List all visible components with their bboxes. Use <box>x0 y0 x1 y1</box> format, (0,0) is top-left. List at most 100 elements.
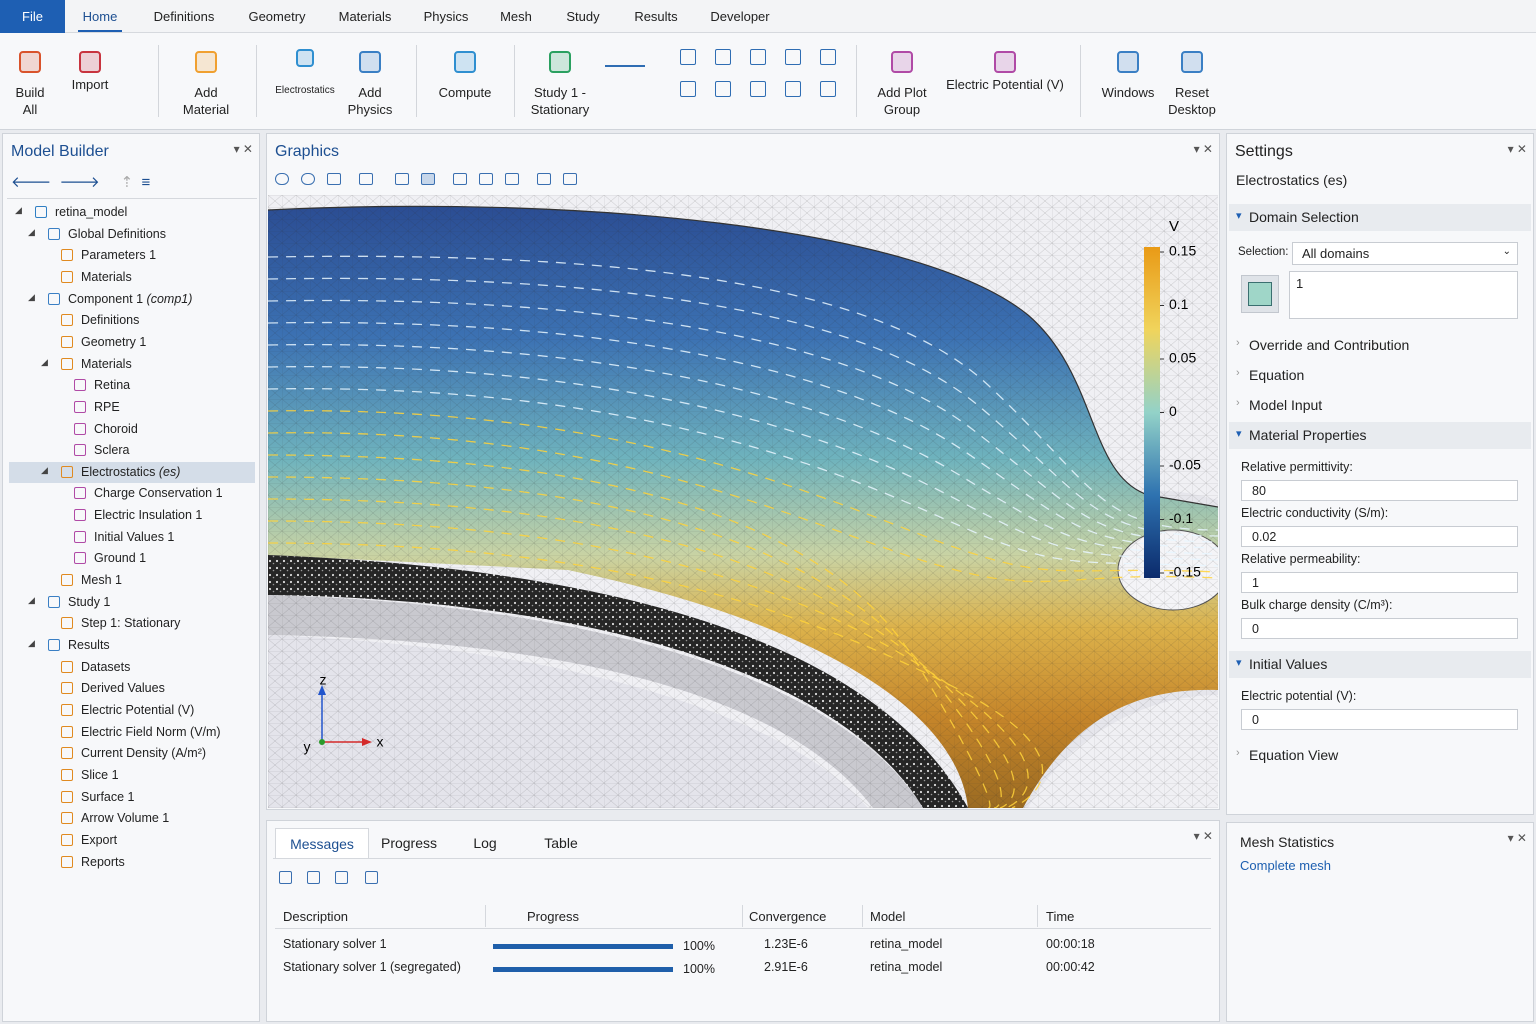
section-header[interactable]: › Equation <box>1229 362 1531 389</box>
tree-node[interactable]: Electric Insulation 1 <box>9 505 255 526</box>
ribbon-button[interactable]: Add Physics <box>310 39 430 125</box>
tool-icon[interactable] <box>820 49 836 65</box>
tree-node[interactable]: Surface 1 <box>9 787 255 808</box>
menu-tab[interactable]: Developer <box>710 9 770 24</box>
toolbar-button[interactable] <box>563 173 577 185</box>
tree-node[interactable]: Electric Field Norm (V/m) <box>9 722 255 743</box>
tree-node[interactable]: Arrow Volume 1 <box>9 808 255 829</box>
field-input[interactable]: 0.02 <box>1241 526 1518 547</box>
tool-icon[interactable] <box>715 49 731 65</box>
ribbon-button[interactable]: Study 1 - Stationary <box>500 39 620 125</box>
toolbar-button[interactable] <box>505 173 519 185</box>
field-input[interactable]: 1 <box>1241 572 1518 593</box>
tree-node[interactable]: Charge Conservation 1 <box>9 483 255 504</box>
menu-tab[interactable]: Physics <box>423 9 469 24</box>
field-input[interactable]: 0 <box>1241 618 1518 639</box>
toolbar[interactable]: 🡐 🡒 ⇡ ≡ <box>11 174 151 191</box>
tool-icon[interactable] <box>820 81 836 97</box>
tree-node[interactable]: Reports <box>9 852 255 873</box>
toolbar-button[interactable] <box>301 173 315 185</box>
menu-tab[interactable]: Definitions <box>153 9 215 24</box>
section-header[interactable]: ▾ Material Properties <box>1229 422 1531 449</box>
ribbon-button[interactable]: Build All <box>0 39 90 125</box>
menu-tab[interactable]: Mesh <box>500 9 532 24</box>
tree-node[interactable]: Choroid <box>9 419 255 440</box>
menu-tab[interactable]: Results <box>634 9 678 24</box>
tree-node[interactable]: Geometry 1 <box>9 332 255 353</box>
tool-icon[interactable] <box>605 53 645 67</box>
field-input[interactable]: 80 <box>1241 480 1518 501</box>
section-header[interactable]: › Equation View <box>1229 742 1531 769</box>
toolbar-button[interactable] <box>335 871 348 884</box>
tool-icon[interactable] <box>680 49 696 65</box>
close-button[interactable]: ▾ ✕ <box>1507 831 1527 845</box>
ribbon-button[interactable]: Electrostatics <box>245 39 365 125</box>
tool-icon[interactable] <box>785 49 801 65</box>
tree-node[interactable]: Retina <box>9 375 255 396</box>
tree-node[interactable]: ◢ Materials <box>9 354 255 375</box>
close-button[interactable]: ▾ ✕ <box>233 142 253 156</box>
tool-icon[interactable] <box>785 81 801 97</box>
section-header[interactable]: ▾ Initial Values <box>1229 651 1531 678</box>
message-tab[interactable]: Log <box>473 835 497 851</box>
tree-node[interactable]: Mesh 1 <box>9 570 255 591</box>
close-button[interactable]: ▾ ✕ <box>1193 829 1213 843</box>
toolbar-button[interactable] <box>275 173 289 185</box>
tool-icon[interactable] <box>750 81 766 97</box>
tree-node[interactable]: ◢ Component 1 (comp1) <box>9 289 255 310</box>
tree-node[interactable]: Datasets <box>9 657 255 678</box>
domain-item[interactable]: 1 <box>1296 276 1304 291</box>
toolbar-button[interactable] <box>359 173 373 185</box>
close-button[interactable]: ▾ ✕ <box>1193 142 1213 156</box>
tree-node[interactable]: Parameters 1 <box>9 245 255 266</box>
tool-icon[interactable] <box>680 81 696 97</box>
message-tab[interactable]: Messages <box>275 828 369 858</box>
toolbar-button[interactable] <box>279 871 292 884</box>
message-tab[interactable]: Table <box>544 835 578 851</box>
toolbar-button[interactable] <box>395 173 409 185</box>
close-button[interactable]: ▾ ✕ <box>1507 142 1527 156</box>
toolbar-button[interactable] <box>537 173 551 185</box>
menu-tab[interactable]: Materials <box>338 9 392 24</box>
toolbar-button[interactable] <box>307 871 320 884</box>
toolbar-button[interactable] <box>453 173 467 185</box>
ribbon-button[interactable]: Add Material <box>146 39 266 125</box>
tree-node[interactable]: ◢ Global Definitions <box>9 224 255 245</box>
tree-node[interactable]: Export <box>9 830 255 851</box>
tree-node[interactable]: Step 1: Stationary <box>9 613 255 634</box>
toolbar-button[interactable] <box>421 173 435 185</box>
tree-node[interactable]: Slice 1 <box>9 765 255 786</box>
tree-node[interactable]: RPE <box>9 397 255 418</box>
tree-node[interactable]: ◢ Study 1 <box>9 592 255 613</box>
tree-node[interactable]: Ground 1 <box>9 548 255 569</box>
ribbon-button[interactable]: Windows <box>1068 39 1188 125</box>
message-tab[interactable]: Progress <box>380 835 438 851</box>
ribbon-button[interactable]: Add Plot Group <box>842 39 962 125</box>
toolbar-button[interactable] <box>365 871 378 884</box>
tree-node[interactable]: Electric Potential (V) <box>9 700 255 721</box>
tool-icon[interactable] <box>715 81 731 97</box>
menu-tab[interactable]: Study <box>566 9 600 24</box>
tree-node[interactable]: Definitions <box>9 310 255 331</box>
field-input[interactable]: 0 <box>1241 709 1518 730</box>
tree-node[interactable]: Derived Values <box>9 678 255 699</box>
tree-node[interactable]: Initial Values 1 <box>9 527 255 548</box>
tree-node[interactable]: Materials <box>9 267 255 288</box>
ribbon-button[interactable]: Electric Potential (V) <box>945 39 1065 125</box>
tree-node[interactable]: ◢ Electrostatics (es) <box>9 461 255 483</box>
tree-node[interactable]: ◢ Results <box>9 635 255 656</box>
toolbar-button[interactable] <box>479 173 493 185</box>
section-header[interactable]: › Override and Contribution <box>1229 332 1531 359</box>
tree-node[interactable]: Sclera <box>9 440 255 461</box>
selection-dropdown[interactable]: All domains ⌄ <box>1292 242 1518 265</box>
toolbar-button[interactable] <box>327 173 341 185</box>
ribbon-button[interactable]: Reset Desktop <box>1132 39 1252 125</box>
ribbon-button[interactable]: Import <box>30 39 150 125</box>
tree-node[interactable]: ◢ retina_model <box>9 202 255 223</box>
ribbon-button[interactable]: Compute <box>405 39 525 125</box>
tree-node[interactable]: Current Density (A/m²) <box>9 743 255 764</box>
section-header[interactable]: › Model Input <box>1229 392 1531 419</box>
section-header[interactable]: ▾ Domain Selection <box>1229 204 1531 231</box>
menu-tab[interactable]: Home <box>82 9 118 24</box>
menu-tab[interactable]: File <box>0 0 65 33</box>
